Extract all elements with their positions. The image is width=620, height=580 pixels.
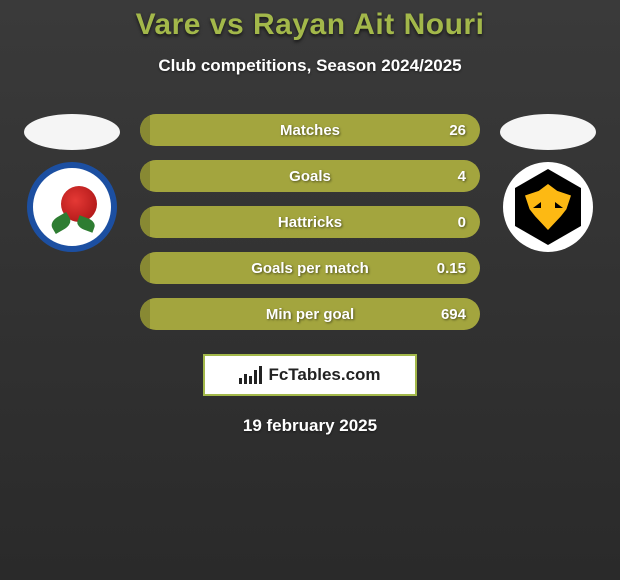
- team-crest-right: [503, 162, 593, 252]
- source-logo-text: FcTables.com: [268, 365, 380, 385]
- root: Vare vs Rayan Ait Nouri Club competition…: [0, 0, 620, 436]
- stat-label: Goals: [140, 168, 480, 185]
- left-side: [22, 114, 122, 252]
- right-side: [498, 114, 598, 252]
- stat-label: Hattricks: [140, 214, 480, 231]
- stat-value-right: 694: [441, 306, 466, 323]
- wolves-hexagon: [515, 169, 581, 245]
- stat-bar: Goals4: [140, 160, 480, 192]
- stat-label: Matches: [140, 122, 480, 139]
- stat-bar: Goals per match0.15: [140, 252, 480, 284]
- source-logo[interactable]: FcTables.com: [203, 354, 417, 396]
- stat-bar: Min per goal694: [140, 298, 480, 330]
- wolf-eye-icon: [533, 202, 541, 208]
- wolf-eye-icon: [555, 202, 563, 208]
- stat-bars: Matches26 Goals4 Hattricks0 Goals per match…: [140, 114, 480, 330]
- team-crest-left: [27, 162, 117, 252]
- stat-value-right: 26: [449, 122, 466, 139]
- player-avatar-left: [24, 114, 120, 150]
- player-avatar-right: [500, 114, 596, 150]
- stat-label: Goals per match: [140, 260, 480, 277]
- stat-label: Min per goal: [140, 306, 480, 323]
- stat-bar: Hattricks0: [140, 206, 480, 238]
- stat-value-right: 0: [458, 214, 466, 231]
- page-title: Vare vs Rayan Ait Nouri: [0, 8, 620, 42]
- stat-value-right: 4: [458, 168, 466, 185]
- wolf-head-icon: [525, 184, 571, 230]
- chart-icon: [239, 366, 262, 384]
- date-label: 19 february 2025: [0, 416, 620, 436]
- stat-value-right: 0.15: [437, 260, 466, 277]
- stats-area: Matches26 Goals4 Hattricks0 Goals per match…: [0, 114, 620, 330]
- stat-bar: Matches26: [140, 114, 480, 146]
- leaf-icon: [75, 215, 96, 232]
- subtitle: Club competitions, Season 2024/2025: [0, 56, 620, 76]
